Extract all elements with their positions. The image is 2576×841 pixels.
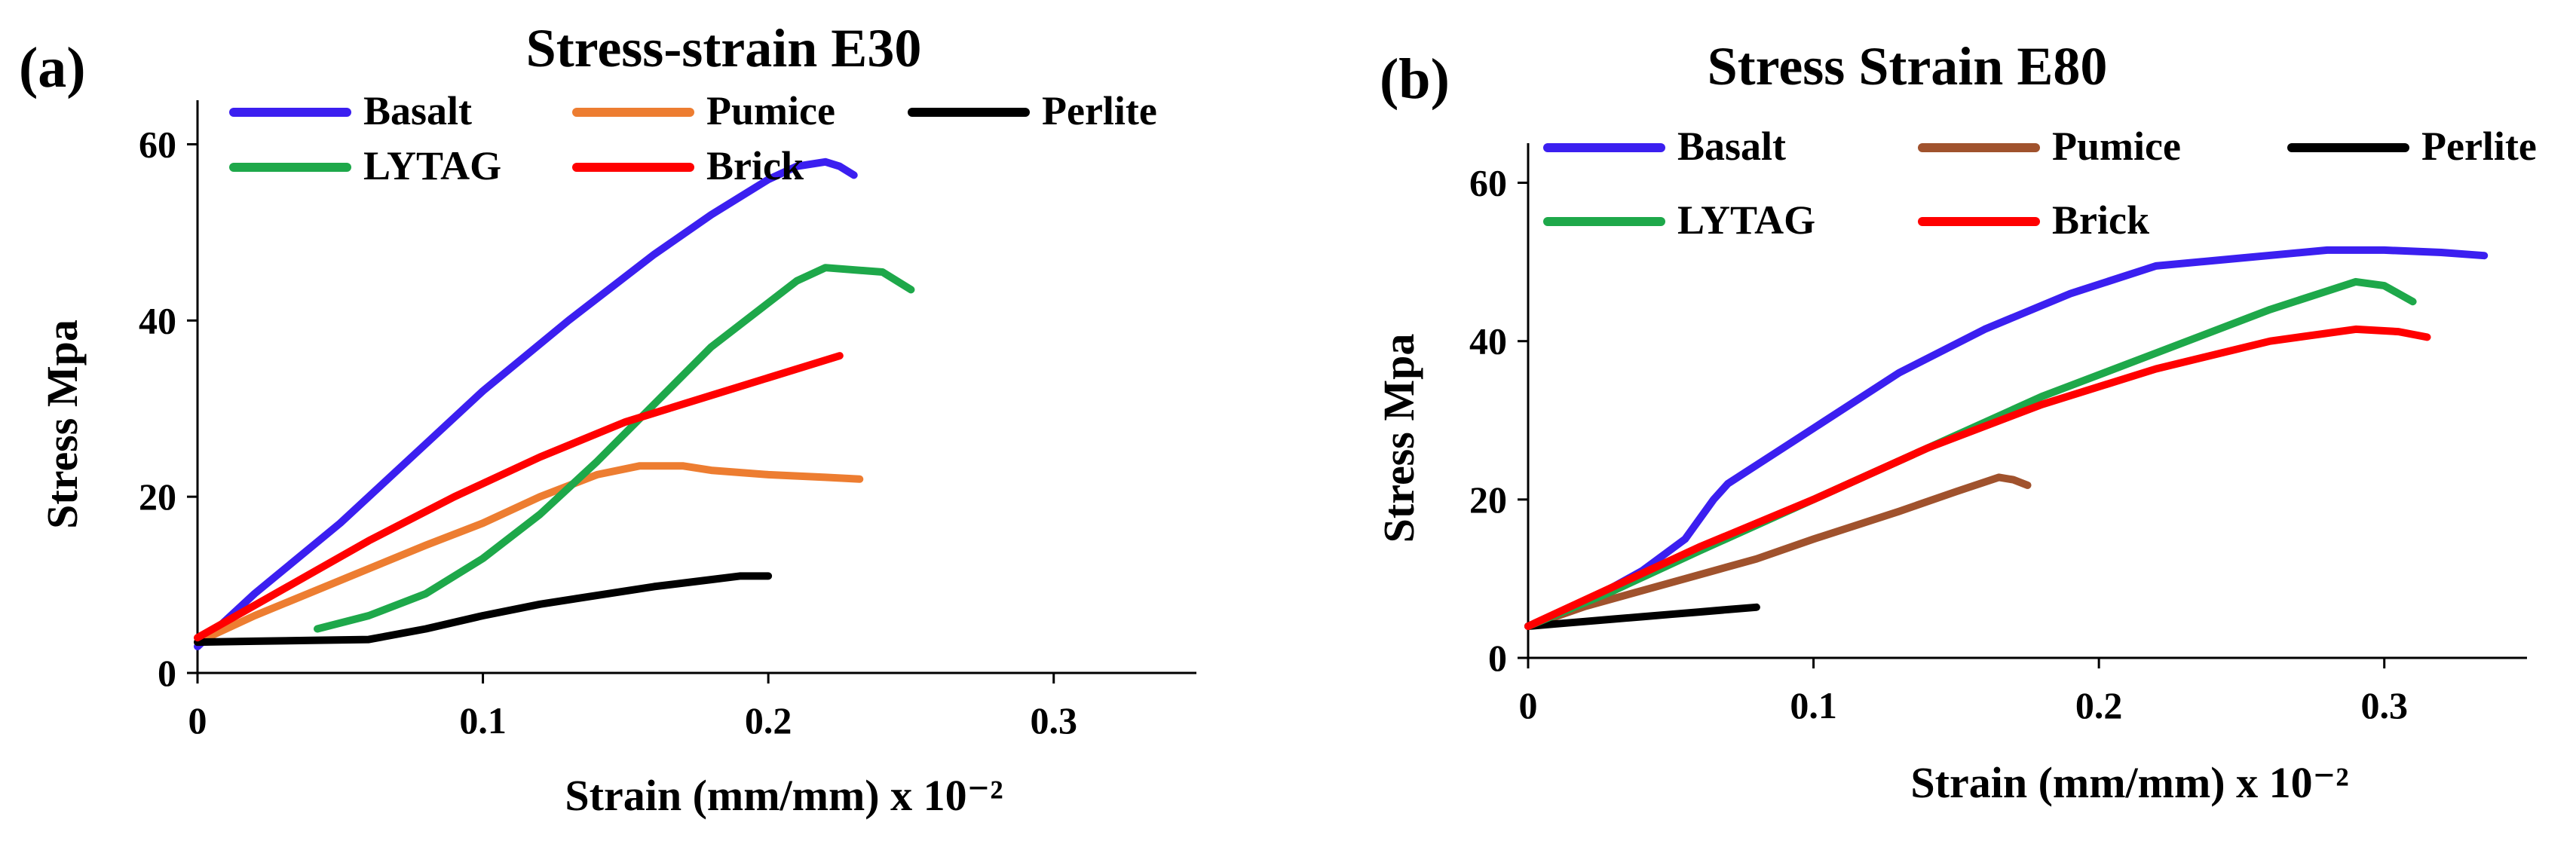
legend-label-perlite: Perlite — [2421, 124, 2537, 169]
x-tick-label: 0.1 — [459, 699, 507, 742]
y-tick-label: 60 — [139, 123, 176, 165]
y-axis-title: Stress Mpa — [1374, 334, 1423, 543]
legend-label-perlite: Perlite — [1042, 88, 1157, 133]
x-tick-label: 0.1 — [1790, 684, 1837, 726]
series-line-brick — [194, 352, 844, 642]
series-line-pumice — [1524, 473, 2032, 630]
series-line-brick — [1524, 325, 2431, 630]
chart-panel-a: (a) Stress-strain E30 0 20 40 60 0 0.1 0.2 0.3 Str… — [19, 18, 1196, 820]
series-line-lytag — [314, 264, 915, 633]
panel-label: (a) — [19, 36, 86, 99]
legend-label-pumice: Pumice — [706, 88, 835, 133]
y-tick-label: 0 — [1488, 637, 1507, 679]
x-tick-label: 0.2 — [745, 699, 792, 742]
chart-panel-b: (b) Stress Strain E80 0 20 40 60 0 0.1 0.2 0.3 Str… — [1374, 36, 2537, 807]
y-tick-label: 40 — [1469, 320, 1507, 362]
panel-label: (b) — [1380, 47, 1450, 111]
x-axis-title: Strain (mm/mm) x 10⁻² — [565, 771, 1003, 820]
series-line-basalt — [1524, 246, 2489, 630]
legend-label-brick: Brick — [2052, 197, 2149, 243]
series-line-basalt — [194, 157, 858, 650]
series-line-pumice — [194, 462, 864, 647]
legend-label-pumice: Pumice — [2052, 124, 2181, 169]
x-tick-label: 0.3 — [2360, 684, 2408, 726]
y-tick-label: 60 — [1469, 162, 1507, 204]
x-tick-label: 0.2 — [2075, 684, 2123, 726]
y-tick-label: 0 — [158, 652, 176, 694]
chart-title: Stress Strain E80 — [1708, 36, 2108, 96]
legend-label-lytag: LYTAG — [1677, 197, 1815, 243]
x-axis-title: Strain (mm/mm) x 10⁻² — [1910, 758, 2348, 807]
legend-label-basalt: Basalt — [1677, 124, 1786, 169]
x-tick-label: 0.3 — [1030, 699, 1077, 742]
y-tick-label: 20 — [1469, 479, 1507, 521]
y-tick-label: 20 — [139, 476, 176, 518]
x-tick-label: 0 — [188, 699, 207, 742]
legend-label-lytag: LYTAG — [363, 143, 501, 188]
chart-title: Stress-strain E30 — [526, 18, 922, 78]
y-tick-label: 40 — [139, 299, 176, 341]
y-axis-title: Stress Mpa — [38, 320, 87, 529]
series-line-perlite — [194, 572, 773, 647]
legend-label-basalt: Basalt — [363, 88, 472, 133]
series-line-perlite — [1524, 603, 1760, 630]
legend-label-brick: Brick — [706, 143, 804, 188]
x-tick-label: 0 — [1519, 684, 1538, 726]
